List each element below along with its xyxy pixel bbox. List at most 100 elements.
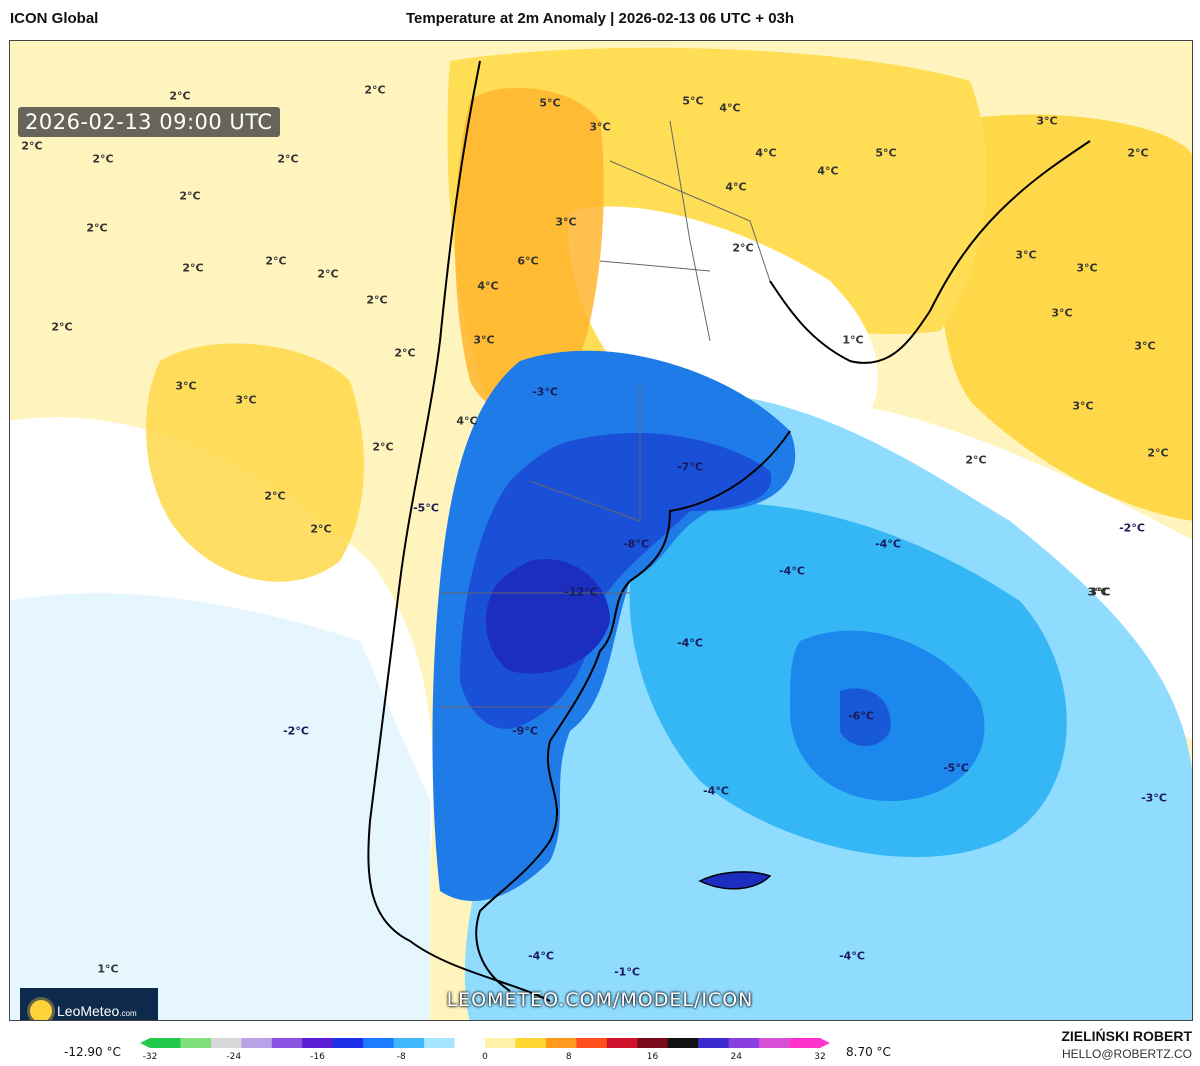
colorbar-segment bbox=[302, 1038, 334, 1048]
isotherm-label: 3°C bbox=[555, 215, 577, 229]
isotherm-label: -8°C bbox=[623, 537, 649, 551]
isotherm-label: -4°C bbox=[528, 949, 554, 963]
isotherm-label: 3°C bbox=[175, 379, 197, 393]
colorbar-segment bbox=[332, 1038, 364, 1048]
andes-warm bbox=[455, 87, 604, 411]
isotherm-label: 2°C bbox=[264, 489, 286, 503]
isotherm-label: 3°C bbox=[1134, 339, 1156, 353]
colorbar-min: -12.90 °C bbox=[64, 1045, 121, 1059]
isotherm-label: -7°C bbox=[677, 460, 703, 474]
colorbar-arrow-left bbox=[140, 1038, 150, 1048]
colorbar-segment bbox=[424, 1038, 456, 1048]
colorbar-segment bbox=[393, 1038, 425, 1048]
logo-name: LeoMeteo bbox=[57, 1003, 120, 1019]
isotherm-label: 3°C bbox=[589, 120, 611, 134]
cold-min-continent bbox=[486, 559, 610, 674]
isotherm-label: 6°C bbox=[517, 254, 539, 268]
isotherm-label: -4°C bbox=[839, 949, 865, 963]
isotherm-label: 4°C bbox=[725, 180, 747, 194]
map-field bbox=[10, 41, 1192, 1020]
isotherm-label: 2°C bbox=[1127, 146, 1149, 160]
isotherm-label: 5°C bbox=[682, 94, 704, 108]
isotherm-label: 2°C bbox=[92, 152, 114, 166]
anomaly-map[interactable]: 2026-02-13 09:00 UTC 2°C 2°C 2°C 2°C 2°C 2°C 2… bbox=[9, 40, 1193, 1021]
colorbar-tick: 16 bbox=[646, 1052, 659, 1062]
isotherm-label: 1°C bbox=[842, 333, 864, 347]
colorbar-tick: -16 bbox=[310, 1052, 325, 1062]
isotherm-label: 3°C bbox=[1087, 585, 1109, 599]
colorbar-segment bbox=[545, 1038, 577, 1048]
colorbar-tick: -24 bbox=[226, 1052, 242, 1062]
isotherm-label: 4°C bbox=[477, 279, 499, 293]
isotherm-label: 2°C bbox=[364, 83, 386, 97]
isotherm-label: 2°C bbox=[265, 254, 287, 268]
isotherm-label: -2°C bbox=[283, 724, 309, 738]
colorbar-segment bbox=[637, 1038, 669, 1048]
isotherm-label: 2°C bbox=[310, 522, 332, 536]
isotherm-label: 2°C bbox=[169, 89, 191, 103]
colorbar-segment bbox=[454, 1038, 486, 1048]
isotherm-label: 3°C bbox=[473, 333, 495, 347]
uruguay-brazil-coast bbox=[769, 140, 1091, 364]
isotherm-label: -4°C bbox=[703, 784, 729, 798]
isotherm-label: 3°C bbox=[1072, 399, 1094, 413]
isotherm-label: 3°C bbox=[1076, 261, 1098, 275]
isotherm-label: -4°C bbox=[875, 537, 901, 551]
isotherm-label: 4°C bbox=[817, 164, 839, 178]
colorbar-segment bbox=[363, 1038, 395, 1048]
isotherm-label: -2°C bbox=[1119, 521, 1145, 535]
model-url: LEOMETEO.COM/MODEL/ICON bbox=[446, 989, 754, 1011]
isotherm-label: 1°C bbox=[97, 962, 119, 976]
isotherm-label: 2°C bbox=[51, 320, 73, 334]
isotherm-label: -4°C bbox=[779, 564, 805, 578]
colorbar-segment bbox=[241, 1038, 273, 1048]
warm-patch-pacific bbox=[146, 343, 364, 582]
colorbar-tick: -8 bbox=[396, 1052, 406, 1062]
colorbar-segment bbox=[150, 1038, 181, 1048]
model-name: ICON Global bbox=[10, 10, 99, 27]
author-email: HELLO@ROBERTZ.CO bbox=[1062, 1047, 1192, 1061]
isotherm-label: -5°C bbox=[943, 761, 969, 775]
isotherm-label: 3°C bbox=[1051, 306, 1073, 320]
colorbar-tick: 8 bbox=[565, 1052, 572, 1062]
isotherm-label: 2°C bbox=[965, 453, 987, 467]
colorbar-tick: -32 bbox=[142, 1052, 158, 1062]
colorbar-ticks: -32 -24 -16 -8 0 8 16 24 32 bbox=[140, 1052, 830, 1066]
isotherm-label: 2°C bbox=[21, 139, 43, 153]
colorbar-tick: 24 bbox=[730, 1052, 742, 1062]
isotherm-label: 3°C bbox=[235, 393, 257, 407]
colorbar-tick: 0 bbox=[482, 1052, 488, 1062]
isotherm-label: 5°C bbox=[539, 96, 561, 110]
isotherm-label: -12°C bbox=[564, 585, 598, 599]
colorbar-segment bbox=[271, 1038, 303, 1048]
colorbar-tick: 32 bbox=[814, 1052, 826, 1062]
colorbar-segment bbox=[759, 1038, 791, 1048]
province-borders bbox=[440, 120, 771, 708]
isotherm-label: 2°C bbox=[317, 267, 339, 281]
colorbar-segment bbox=[210, 1038, 242, 1048]
isotherm-label: 2°C bbox=[394, 346, 416, 360]
isotherm-label: -9°C bbox=[512, 724, 538, 738]
valid-time-stamp: 2026-02-13 09:00 UTC bbox=[18, 107, 280, 137]
slight-cold-sw bbox=[10, 593, 430, 1020]
isotherm-label: -3°C bbox=[532, 385, 558, 399]
isotherm-label: -3°C bbox=[1141, 791, 1167, 805]
cold-min-ocean bbox=[840, 688, 891, 746]
map-title: Temperature at 2m Anomaly | 2026-02-13 0… bbox=[405, 10, 795, 27]
sun-icon bbox=[30, 1000, 52, 1020]
colorbar-segment bbox=[667, 1038, 699, 1048]
colorbar-arrow-right bbox=[820, 1038, 830, 1048]
isotherm-label: 2°C bbox=[179, 189, 201, 203]
isotherm-label: 2°C bbox=[1147, 446, 1169, 460]
isotherm-label: 2°C bbox=[372, 440, 394, 454]
isotherm-label: 2°C bbox=[86, 221, 108, 235]
isotherm-label: -5°C bbox=[413, 501, 439, 515]
falklands bbox=[698, 871, 772, 890]
logo-suffix: .com bbox=[119, 1009, 137, 1018]
isotherm-label: 2°C bbox=[366, 293, 388, 307]
isotherm-label: 3°C bbox=[1015, 248, 1037, 262]
colorbar-segment bbox=[728, 1038, 760, 1048]
isotherm-label: 3°C bbox=[1089, 585, 1111, 599]
isotherm-label: 4°C bbox=[456, 414, 478, 428]
colorbar-segment bbox=[515, 1038, 547, 1048]
